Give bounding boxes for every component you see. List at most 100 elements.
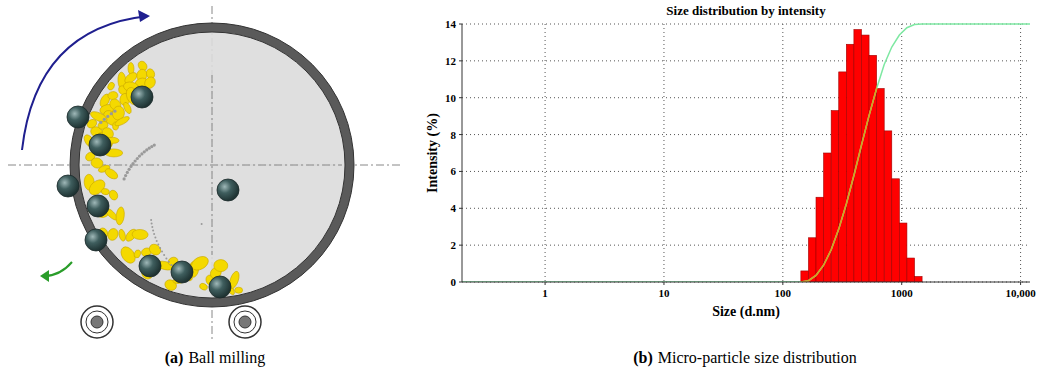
dust [128, 168, 131, 171]
tick [1020, 282, 1021, 285]
dust [131, 162, 134, 165]
arrow-head [40, 270, 49, 282]
grid-line [462, 245, 1030, 246]
dust [110, 112, 113, 115]
dust [154, 237, 156, 239]
bar [839, 72, 847, 282]
grid-line [462, 97, 1030, 98]
dust [126, 171, 129, 174]
tick [459, 134, 462, 135]
roller-hub [91, 316, 103, 328]
particle [199, 282, 209, 291]
dust [124, 174, 127, 177]
bar [884, 131, 892, 282]
figure: (a)Ball milling02468101214110100100010,0… [0, 0, 1060, 374]
caption-letter: (b) [633, 349, 653, 367]
caption: (b) Micro-particle size distribution [633, 349, 857, 367]
drum-inside [79, 32, 345, 298]
grid-line [1020, 24, 1021, 282]
ball [85, 229, 107, 251]
particle [133, 249, 141, 258]
grid-line [782, 24, 783, 282]
tick [545, 282, 546, 285]
grid-line [462, 171, 1030, 172]
ball [139, 255, 161, 277]
roller-rim [234, 311, 256, 333]
particle [108, 189, 119, 201]
dust [165, 258, 167, 260]
particle [114, 115, 131, 128]
dust [168, 261, 170, 263]
dust [153, 144, 156, 147]
panel-a: (a)Ball milling [8, 6, 400, 367]
dust [153, 233, 155, 235]
tick-label: 10,000 [1005, 287, 1036, 299]
tick-label: 12 [445, 55, 457, 67]
tick [459, 282, 462, 283]
particle [235, 287, 243, 293]
tick-label: 0 [451, 276, 457, 288]
roller [229, 306, 261, 338]
grid-line [462, 60, 1030, 61]
dust [103, 118, 106, 121]
tick [782, 282, 783, 285]
grid-line [545, 24, 546, 282]
ball [89, 134, 111, 156]
particle [132, 229, 148, 240]
bar [892, 179, 900, 282]
bar [869, 55, 877, 282]
bar [915, 276, 923, 282]
bar [854, 30, 862, 282]
tick [459, 245, 462, 246]
particle [213, 259, 228, 272]
particle [118, 229, 127, 242]
tick-label: 10 [658, 287, 670, 299]
plot-area [462, 24, 1030, 282]
ball [87, 195, 109, 217]
roller [81, 306, 113, 338]
tick [459, 171, 462, 172]
dust [156, 240, 158, 242]
grid-line [462, 208, 1030, 209]
tick [459, 24, 462, 25]
dust [151, 226, 153, 228]
dust [136, 157, 139, 160]
roller-rim [86, 311, 108, 333]
grid-line [462, 134, 1030, 135]
bar [846, 44, 854, 282]
panel-b: 02468101214110100100010,000Size distribu… [425, 3, 1036, 367]
x-axis [462, 282, 1030, 283]
particle [103, 167, 119, 181]
dust [151, 222, 153, 224]
particle [107, 81, 116, 91]
tick [459, 208, 462, 209]
dust [113, 110, 116, 113]
dust [163, 254, 165, 256]
dust [159, 247, 161, 249]
caption-text: Micro-particle size distribution [658, 349, 857, 367]
bar [877, 89, 885, 283]
dust [106, 115, 109, 118]
grid-line [462, 282, 1030, 283]
dust [161, 251, 163, 253]
y-axis [462, 24, 463, 282]
ball [67, 106, 89, 128]
dust [150, 219, 152, 221]
dust [201, 223, 203, 225]
marks [462, 24, 1030, 282]
tick-label: 100 [775, 287, 792, 299]
arrow-head [138, 10, 150, 22]
tick-label: 14 [445, 18, 457, 30]
dust [157, 244, 159, 246]
drum-edge [70, 23, 354, 307]
bar [831, 111, 839, 282]
dust [138, 155, 141, 158]
dust [99, 121, 102, 124]
line-over-bars [462, 24, 1030, 282]
particle [101, 188, 110, 196]
ball [217, 179, 239, 201]
caption-text: Ball milling [188, 349, 265, 367]
drum-wall [75, 28, 350, 303]
dust [123, 177, 126, 180]
dust [171, 264, 173, 266]
